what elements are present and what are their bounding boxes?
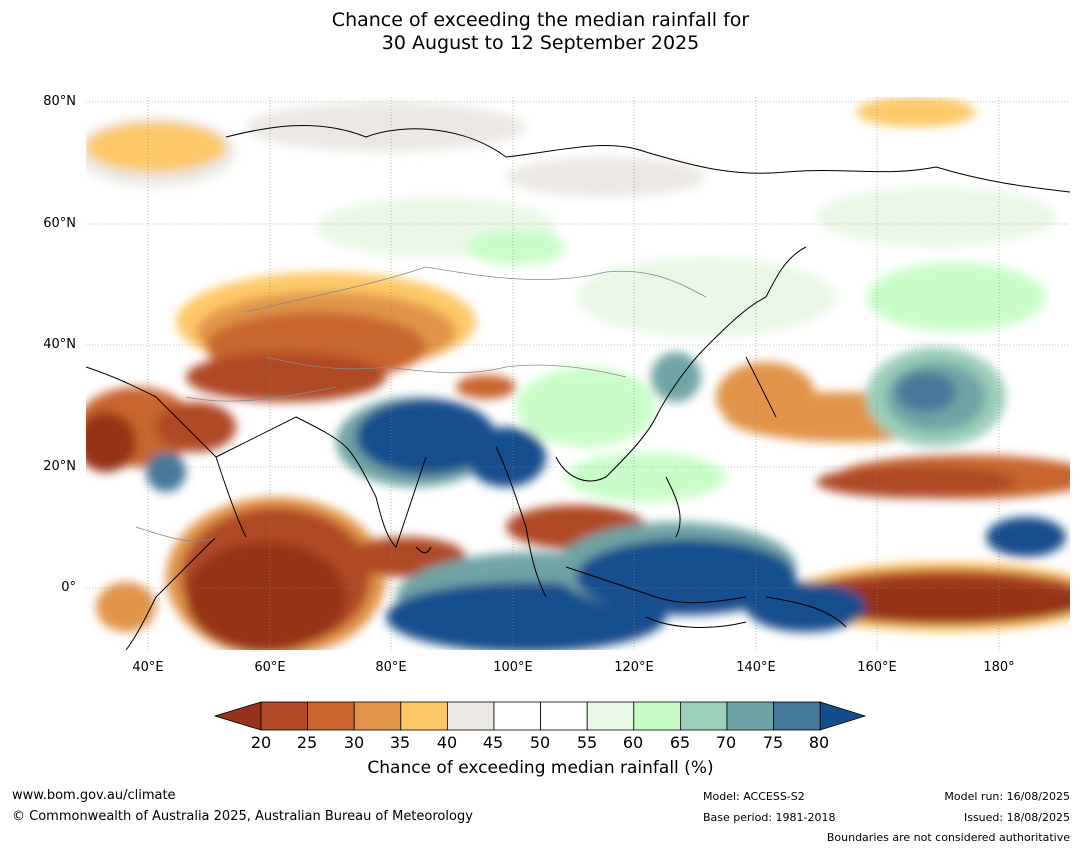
model-run-date: Model run: 16/08/2025: [944, 790, 1070, 803]
colorbar-tick: 70: [715, 733, 737, 752]
colorbar-tick: 75: [762, 733, 784, 752]
colorbar-segment: [493, 701, 541, 731]
lat-label-20n: 20°N: [43, 459, 76, 474]
lon-label-160e: 160°E: [857, 660, 897, 675]
coastlines: [86, 125, 1070, 650]
colorbar-title: Chance of exceeding median rainfall (%): [367, 758, 714, 778]
colorbar-tick: 50: [529, 733, 551, 752]
lat-label-0: 0°: [61, 580, 76, 595]
colorbar-extend-low: [214, 701, 262, 731]
colorbar-tick: 25: [296, 733, 318, 752]
graticule: [86, 97, 1070, 650]
base-period: Base period: 1981-2018: [703, 811, 836, 824]
colorbar-tick: 30: [343, 733, 365, 752]
colorbar-segment: [353, 701, 402, 731]
colorbar-segment: [633, 701, 681, 731]
colorbar-extend-high: [819, 701, 866, 731]
colorbar-segment: [260, 701, 308, 731]
colorbar-tick: 60: [622, 733, 644, 752]
lon-label-60e: 60°E: [254, 660, 286, 675]
title-line-1: Chance of exceeding the median rainfall …: [331, 9, 750, 31]
lon-label-120e: 120°E: [614, 660, 654, 675]
title-line-2: 30 August to 12 September 2025: [381, 32, 700, 54]
colorbar-segment: [540, 701, 588, 731]
lon-label-100e: 100°E: [493, 660, 533, 675]
colorbar-segment: [726, 701, 774, 731]
colorbar-segment: [400, 701, 448, 731]
colorbar-tick: 35: [389, 733, 411, 752]
colorbar-tick: 80: [808, 733, 830, 752]
lat-label-80n: 80°N: [43, 94, 76, 109]
colorbar-tick: 65: [669, 733, 691, 752]
website-link[interactable]: www.bom.gov.au/climate: [12, 788, 176, 803]
lon-label-140e: 140°E: [736, 660, 776, 675]
lat-label-60n: 60°N: [43, 216, 76, 231]
colorbar: [214, 701, 866, 731]
colorbar-segment: [773, 701, 821, 731]
country-borders: [135, 266, 707, 542]
issued-date: Issued: 18/08/2025: [963, 811, 1070, 824]
lon-label-80e: 80°E: [375, 660, 407, 675]
boundaries-note: Boundaries are not considered authoritat…: [826, 831, 1070, 844]
rainfall-map: [86, 97, 1070, 650]
model-name: Model: ACCESS-S2: [703, 790, 805, 803]
colorbar-tick: 20: [250, 733, 272, 752]
colorbar-segment: [307, 701, 355, 731]
colorbar-segment: [679, 701, 728, 731]
copyright-text: © Commonwealth of Australia 2025, Austra…: [12, 809, 473, 824]
colorbar-segment: [446, 701, 495, 731]
colorbar-tick: 40: [436, 733, 458, 752]
lon-label-40e: 40°E: [132, 660, 164, 675]
colorbar-tick: 45: [482, 733, 504, 752]
map-title: Chance of exceeding the median rainfall …: [0, 9, 1081, 55]
lon-label-180: 180°: [983, 660, 1015, 675]
colorbar-segment: [586, 701, 635, 731]
lat-label-40n: 40°N: [43, 337, 76, 352]
colorbar-segments: [214, 701, 866, 731]
colorbar-tick: 55: [576, 733, 598, 752]
map-svg: [86, 97, 1070, 650]
